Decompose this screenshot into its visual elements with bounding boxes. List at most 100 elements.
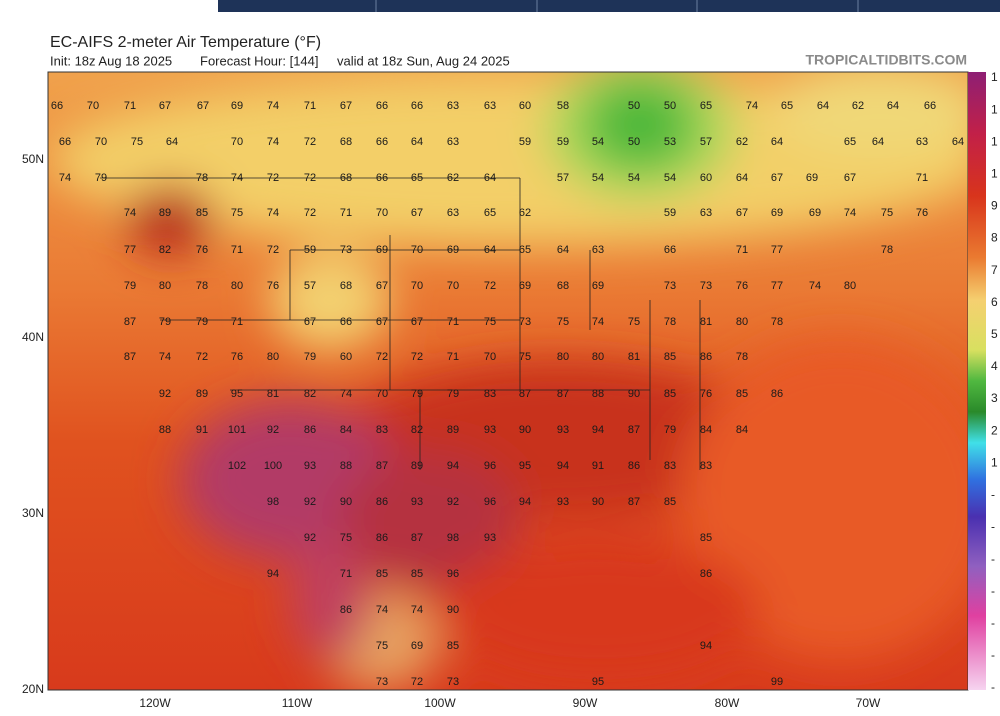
temperature-label: 63: [592, 244, 604, 256]
temperature-label: 102: [228, 460, 246, 472]
temperature-label: 65: [781, 100, 793, 112]
temperature-label: 72: [196, 351, 208, 363]
colorbar-label: 4: [991, 359, 998, 373]
temperature-label: 87: [628, 496, 640, 508]
temperature-label: 68: [340, 280, 352, 292]
temperature-label: 67: [736, 207, 748, 219]
temperature-label: 63: [447, 136, 459, 148]
temperature-label: 74: [809, 280, 821, 292]
temperature-label: 93: [484, 532, 496, 544]
temperature-label: 69: [592, 280, 604, 292]
temperature-label: 86: [628, 460, 640, 472]
temperature-label: 91: [592, 460, 604, 472]
temperature-label: 86: [771, 388, 783, 400]
temperature-label: 74: [267, 136, 279, 148]
temperature-label: 76: [267, 280, 279, 292]
temperature-label: 98: [267, 496, 279, 508]
temperature-label: 84: [340, 424, 352, 436]
temperature-label: 64: [557, 244, 569, 256]
temperature-label: 59: [664, 207, 676, 219]
temperature-label: 79: [447, 388, 459, 400]
latitude-label: 30N: [22, 506, 44, 520]
valid-time: valid at 18z Sun, Aug 24 2025: [337, 53, 510, 68]
temperature-label: 74: [59, 172, 71, 184]
temperature-label: 69: [231, 100, 243, 112]
temperature-label: 71: [304, 100, 316, 112]
temperature-label: 87: [376, 460, 388, 472]
temperature-label: 65: [700, 100, 712, 112]
latitude-label: 20N: [22, 682, 44, 696]
temperature-label: 74: [376, 604, 388, 616]
colorbar-label: 1: [991, 102, 998, 116]
temperature-label: 86: [376, 496, 388, 508]
temperature-label: 53: [664, 136, 676, 148]
temperature-label: 87: [124, 351, 136, 363]
temperature-label: 71: [340, 207, 352, 219]
temperature-label: 63: [700, 207, 712, 219]
temperature-label: 75: [376, 640, 388, 652]
temperature-label: 74: [267, 100, 279, 112]
temperature-label: 63: [916, 136, 928, 148]
colorbar-label: 7: [991, 263, 998, 277]
temperature-label: 76: [231, 351, 243, 363]
temperature-label: 85: [664, 496, 676, 508]
temperature-label: 70: [376, 388, 388, 400]
temperature-label: 72: [267, 172, 279, 184]
temperature-label: 85: [411, 568, 423, 580]
temperature-label: 92: [267, 424, 279, 436]
colorbar-label: 1: [991, 70, 998, 84]
map-title: EC-AIFS 2-meter Air Temperature (°F): [50, 34, 321, 51]
temperature-label: 70: [411, 244, 423, 256]
temperature-label: 67: [376, 280, 388, 292]
temperature-label: 70: [87, 100, 99, 112]
temperature-label: 73: [664, 280, 676, 292]
temperature-label: 60: [519, 100, 531, 112]
longitude-label: 110W: [282, 696, 313, 710]
temperature-label: 67: [411, 207, 423, 219]
longitude-label: 90W: [573, 696, 598, 710]
temperature-label: 75: [340, 532, 352, 544]
temperature-label: 76: [196, 244, 208, 256]
temperature-label: 70: [484, 351, 496, 363]
temperature-label: 66: [340, 316, 352, 328]
colorbar-label: 3: [991, 391, 998, 405]
colorbar-label: -: [991, 680, 995, 694]
temperature-label: 85: [664, 388, 676, 400]
temperature-label: 57: [700, 136, 712, 148]
longitude-label: 80W: [715, 696, 740, 710]
temperature-label: 74: [746, 100, 758, 112]
temperature-label: 71: [447, 316, 459, 328]
temperature-label: 90: [519, 424, 531, 436]
temperature-label: 68: [557, 280, 569, 292]
temperature-label: 70: [95, 136, 107, 148]
temperature-label: 90: [628, 388, 640, 400]
temperature-label: 69: [806, 172, 818, 184]
temperature-label: 77: [771, 280, 783, 292]
temperature-label: 85: [376, 568, 388, 580]
temperature-label: 68: [340, 172, 352, 184]
temperature-label: 89: [411, 460, 423, 472]
temperature-label: 73: [447, 676, 459, 688]
temperature-label: 64: [887, 100, 899, 112]
temperature-label: 64: [484, 244, 496, 256]
temperature-label: 76: [736, 280, 748, 292]
longitude-label: 120W: [139, 696, 171, 710]
latitude-label: 50N: [22, 152, 44, 166]
temperature-label: 66: [59, 136, 71, 148]
forecast-hour: Forecast Hour: [144]: [200, 53, 319, 68]
temperature-label: 71: [916, 172, 928, 184]
temperature-label: 92: [159, 388, 171, 400]
temperature-label: 89: [159, 207, 171, 219]
temperature-label: 57: [304, 280, 316, 292]
temperature-label: 62: [852, 100, 864, 112]
temperature-label: 78: [771, 316, 783, 328]
temperature-label: 79: [411, 388, 423, 400]
temperature-label: 82: [411, 424, 423, 436]
temperature-label: 67: [159, 100, 171, 112]
temperature-label: 80: [736, 316, 748, 328]
temperature-label: 90: [340, 496, 352, 508]
temperature-label: 69: [376, 244, 388, 256]
colorbar-label: 5: [991, 327, 998, 341]
temperature-label: 84: [700, 424, 712, 436]
